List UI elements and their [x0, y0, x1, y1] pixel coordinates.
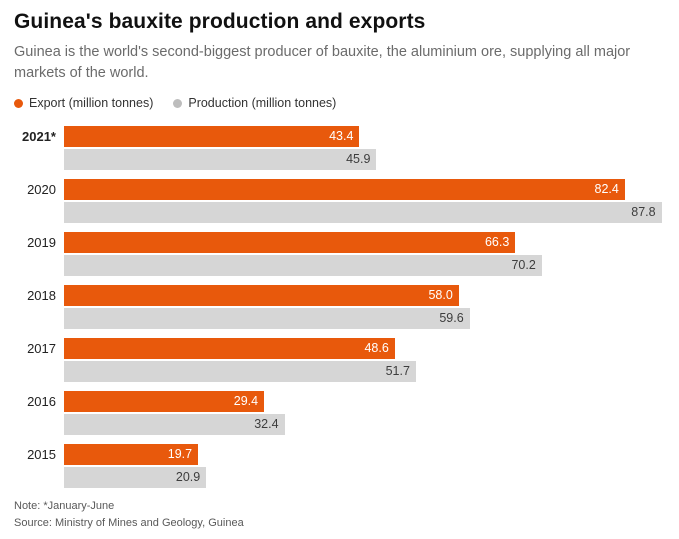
year-label: 2016 — [27, 394, 56, 410]
year-label: 2020 — [27, 182, 56, 198]
bar-value-label: 48.6 — [364, 341, 389, 356]
bar-group: 58.0 59.6 — [64, 285, 663, 330]
bar-row: 2015 19.7 20.9 — [14, 444, 663, 489]
production-legend-dot-icon — [173, 98, 183, 108]
legend: Export (million tonnes) Production (mill… — [14, 96, 663, 110]
bar-row: 2019 66.3 70.2 — [14, 232, 663, 277]
chart-footer: Note: *January-June Source: Ministry of … — [14, 498, 663, 532]
export-bar: 48.6 — [64, 338, 395, 360]
bar-group: 43.4 45.9 — [64, 126, 663, 171]
bar-row: 2020 82.4 87.8 — [14, 179, 663, 224]
year-label: 2017 — [27, 341, 56, 357]
production-bar: 45.9 — [64, 149, 377, 171]
bar-value-label: 70.2 — [511, 258, 536, 273]
bar-row: 2021* 43.4 45.9 — [14, 126, 663, 171]
export-bar: 29.4 — [64, 391, 265, 413]
bar-value-label: 29.4 — [233, 394, 259, 409]
export-bar: 66.3 — [64, 232, 516, 254]
chart-title: Guinea's bauxite production and exports — [14, 10, 426, 33]
bar-row: 2016 29.4 32.4 — [14, 391, 663, 436]
bar-value-label: 58.0 — [428, 288, 453, 303]
legend-label-production: Production (million tonnes) — [188, 96, 337, 111]
production-bar: 32.4 — [64, 414, 285, 436]
bar-value-label: 59.6 — [439, 311, 464, 326]
bar-value-label: 66.3 — [484, 235, 510, 250]
chart-source: Source: Ministry of Mines and Geology, G… — [14, 517, 244, 530]
legend-item-export: Export (million tonnes) — [14, 96, 153, 110]
export-bar: 19.7 — [64, 444, 199, 466]
year-label: 2018 — [27, 288, 56, 304]
bar-group: 19.7 20.9 — [64, 444, 663, 489]
bar-value-label: 20.9 — [175, 470, 201, 485]
bar-value-label: 43.4 — [329, 129, 354, 144]
year-label: 2021* — [22, 129, 56, 145]
bar-group: 82.4 87.8 — [64, 179, 663, 224]
legend-item-production: Production (million tonnes) — [173, 96, 336, 110]
bar-group: 48.6 51.7 — [64, 338, 663, 383]
bar-value-label: 87.8 — [631, 205, 656, 220]
year-label: 2015 — [27, 447, 56, 463]
bar-value-label: 45.9 — [346, 152, 371, 167]
bar-value-label: 32.4 — [254, 417, 279, 432]
bar-group: 29.4 32.4 — [64, 391, 663, 436]
chart-note: Note: *January-June — [14, 500, 115, 513]
legend-label-export: Export (million tonnes) — [29, 96, 154, 111]
bar-row: 2017 48.6 51.7 — [14, 338, 663, 383]
bar-row: 2018 58.0 59.6 — [14, 285, 663, 330]
chart-subtitle: Guinea is the world's second-biggest pro… — [14, 44, 631, 82]
export-legend-dot-icon — [14, 98, 23, 108]
production-bar: 70.2 — [64, 255, 542, 277]
bar-value-label: 19.7 — [167, 447, 193, 462]
export-bar: 43.4 — [64, 126, 360, 148]
production-bar: 20.9 — [64, 467, 207, 489]
export-bar: 58.0 — [64, 285, 459, 307]
bar-value-label: 51.7 — [385, 364, 410, 379]
bar-group: 66.3 70.2 — [64, 232, 663, 277]
year-label: 2019 — [27, 235, 56, 251]
production-bar: 87.8 — [64, 202, 662, 224]
export-bar: 82.4 — [64, 179, 625, 201]
production-bar: 51.7 — [64, 361, 416, 383]
bar-chart: 2021* 43.4 45.9 2020 82.4 87.8 2019 66.3 70.2 201… — [14, 126, 663, 489]
bar-value-label: 82.4 — [594, 182, 619, 197]
production-bar: 59.6 — [64, 308, 470, 330]
